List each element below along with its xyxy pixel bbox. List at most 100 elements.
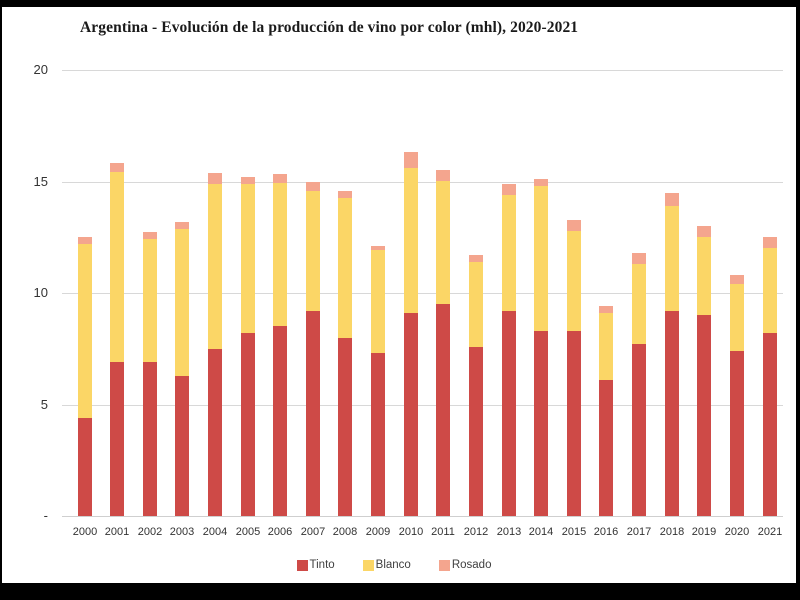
gridline-5 <box>62 405 783 406</box>
legend-item-rosado: Rosado <box>438 559 492 571</box>
legend-item-tinto: Tinto <box>296 559 335 571</box>
bar-segment-blanco-2016 <box>599 313 613 380</box>
x-axis-line <box>62 516 783 517</box>
bar-segment-rosado-2003 <box>175 222 189 229</box>
bar-segment-rosado-2011 <box>436 170 450 181</box>
bar-segment-blanco-2003 <box>175 229 189 376</box>
legend-label-tinto: Tinto <box>309 559 335 571</box>
bar-segment-rosado-2006 <box>273 174 287 183</box>
bar-segment-rosado-2012 <box>469 255 483 262</box>
bar-2009 <box>371 246 385 516</box>
x-tick-label-2012: 2012 <box>463 526 489 538</box>
bar-segment-blanco-2020 <box>730 284 744 351</box>
x-tick-label-2013: 2013 <box>496 526 522 538</box>
bar-2008 <box>338 191 352 516</box>
bar-2011 <box>436 170 450 516</box>
y-tick-label-5: 5 <box>40 397 48 412</box>
legend-swatch-tinto <box>296 559 308 571</box>
bar-2016 <box>599 306 613 516</box>
bar-segment-rosado-2000 <box>78 237 92 244</box>
x-tick-label-2020: 2020 <box>724 526 750 538</box>
y-tick-label-15: 15 <box>33 174 48 189</box>
bar-2013 <box>502 184 516 516</box>
x-tick-label-2017: 2017 <box>626 526 652 538</box>
bar-segment-tinto-2012 <box>469 347 483 516</box>
bar-segment-blanco-2001 <box>110 172 124 362</box>
bar-2019 <box>697 226 711 516</box>
bar-2010 <box>404 152 418 516</box>
x-tick-label-2016: 2016 <box>593 526 619 538</box>
x-tick-label-2009: 2009 <box>365 526 391 538</box>
bar-segment-tinto-2019 <box>697 315 711 516</box>
bar-2000 <box>78 237 92 516</box>
bar-2018 <box>665 193 679 516</box>
x-tick-label-2004: 2004 <box>202 526 228 538</box>
bar-segment-blanco-2004 <box>208 184 222 349</box>
bar-segment-tinto-2005 <box>241 333 255 516</box>
gridline-15 <box>62 182 783 183</box>
chart-panel: Argentina - Evolución de la producción d… <box>2 7 796 583</box>
x-tick-label-2007: 2007 <box>300 526 326 538</box>
bar-segment-rosado-2008 <box>338 191 352 198</box>
x-tick-label-2010: 2010 <box>398 526 424 538</box>
bar-segment-rosado-2017 <box>632 253 646 264</box>
x-tick-label-2001: 2001 <box>104 526 130 538</box>
bar-segment-blanco-2014 <box>534 186 548 331</box>
bar-segment-tinto-2010 <box>404 313 418 516</box>
bar-2001 <box>110 163 124 516</box>
bar-segment-tinto-2018 <box>665 311 679 516</box>
x-tick-label-2002: 2002 <box>137 526 163 538</box>
gridline-20 <box>62 70 783 71</box>
bar-2017 <box>632 253 646 516</box>
bar-2005 <box>241 177 255 516</box>
bar-segment-blanco-2018 <box>665 206 679 311</box>
bar-2006 <box>273 174 287 516</box>
x-tick-label-2014: 2014 <box>528 526 554 538</box>
bar-segment-tinto-2006 <box>273 326 287 516</box>
x-tick-label-2019: 2019 <box>691 526 717 538</box>
bar-segment-blanco-2017 <box>632 264 646 344</box>
bar-segment-tinto-2013 <box>502 311 516 516</box>
x-tick-label-2015: 2015 <box>561 526 587 538</box>
x-tick-label-2003: 2003 <box>169 526 195 538</box>
bar-2007 <box>306 182 320 516</box>
bar-segment-rosado-2005 <box>241 177 255 184</box>
bar-segment-rosado-2001 <box>110 163 124 172</box>
bar-segment-tinto-2007 <box>306 311 320 516</box>
legend-label-rosado: Rosado <box>451 559 492 571</box>
bar-segment-blanco-2011 <box>436 181 450 304</box>
x-tick-label-2011: 2011 <box>431 526 455 538</box>
bar-segment-tinto-2002 <box>143 362 157 516</box>
bar-segment-rosado-2019 <box>697 226 711 237</box>
x-tick-label-2000: 2000 <box>72 526 98 538</box>
bar-segment-blanco-2008 <box>338 198 352 338</box>
legend-label-blanco: Blanco <box>375 559 411 571</box>
bar-2003 <box>175 222 189 516</box>
bar-segment-blanco-2007 <box>306 191 320 311</box>
bar-2021 <box>763 237 777 516</box>
bar-segment-tinto-2000 <box>78 418 92 516</box>
bar-segment-tinto-2008 <box>338 338 352 516</box>
bar-segment-rosado-2020 <box>730 275 744 284</box>
bar-segment-blanco-2019 <box>697 237 711 315</box>
bar-segment-tinto-2016 <box>599 380 613 516</box>
x-tick-label-2005: 2005 <box>235 526 261 538</box>
bar-segment-rosado-2007 <box>306 182 320 191</box>
bar-segment-tinto-2003 <box>175 376 189 516</box>
chart-legend: Tinto Blanco Rosado <box>2 559 786 571</box>
bar-segment-rosado-2002 <box>143 232 157 239</box>
bar-segment-tinto-2017 <box>632 344 646 516</box>
y-tick-label-20: 20 <box>33 62 48 77</box>
x-tick-label-2021: 2021 <box>757 526 783 538</box>
bar-segment-blanco-2000 <box>78 244 92 418</box>
bar-segment-tinto-2020 <box>730 351 744 516</box>
x-tick-label-2008: 2008 <box>332 526 358 538</box>
bar-segment-tinto-2014 <box>534 331 548 516</box>
bar-segment-rosado-2016 <box>599 306 613 313</box>
bar-segment-tinto-2001 <box>110 362 124 516</box>
x-tick-label-2018: 2018 <box>659 526 685 538</box>
bar-segment-tinto-2009 <box>371 353 385 516</box>
bar-segment-blanco-2012 <box>469 262 483 347</box>
bar-segment-rosado-2013 <box>502 184 516 195</box>
bar-2020 <box>730 275 744 516</box>
